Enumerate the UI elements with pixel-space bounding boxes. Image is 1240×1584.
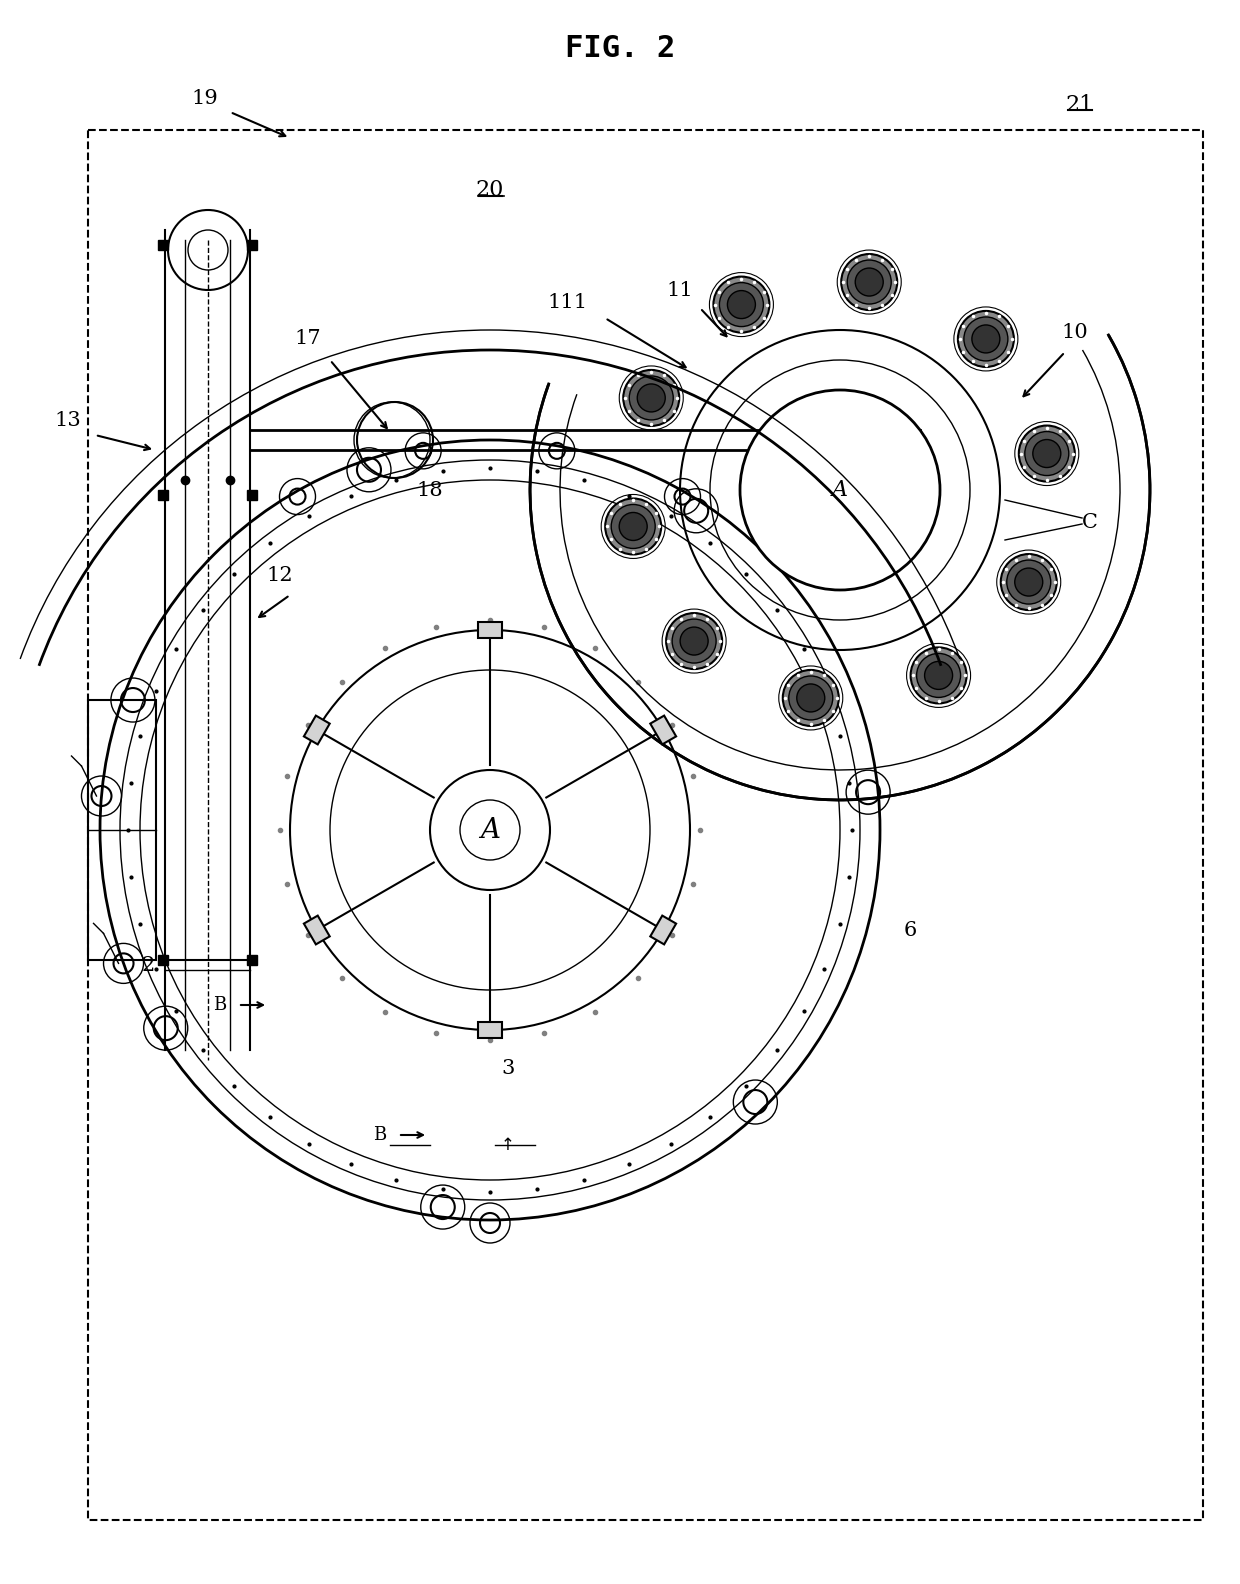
Text: 17: 17 (295, 328, 321, 347)
Circle shape (719, 282, 764, 326)
Text: 11: 11 (667, 280, 693, 299)
Circle shape (782, 670, 838, 725)
Circle shape (841, 253, 898, 310)
Circle shape (1014, 569, 1043, 596)
Text: 10: 10 (1061, 323, 1089, 342)
Text: A: A (832, 478, 848, 501)
Circle shape (611, 504, 655, 548)
Circle shape (1033, 439, 1060, 467)
Text: 6: 6 (904, 920, 916, 939)
Bar (304, 716, 330, 744)
Text: 12: 12 (267, 565, 294, 584)
Bar (88, 130, 1203, 1521)
Circle shape (789, 676, 833, 721)
Circle shape (916, 654, 961, 697)
Text: 3: 3 (501, 1058, 515, 1077)
Circle shape (605, 499, 661, 554)
Circle shape (672, 619, 717, 664)
Circle shape (619, 513, 647, 540)
Circle shape (1024, 431, 1069, 475)
Text: 111: 111 (548, 293, 588, 312)
Text: 13: 13 (55, 410, 82, 429)
Circle shape (847, 260, 892, 304)
Bar (88, 700, 156, 960)
Circle shape (972, 325, 999, 353)
Bar (477, 623, 502, 638)
Text: ↑: ↑ (501, 1136, 515, 1155)
Text: 18: 18 (417, 480, 444, 499)
Text: C: C (1083, 513, 1097, 532)
Circle shape (680, 627, 708, 656)
Bar (157, 489, 167, 501)
Text: B: B (213, 996, 227, 1014)
Circle shape (856, 268, 883, 296)
Bar (650, 916, 676, 944)
Text: B: B (373, 1126, 387, 1144)
Circle shape (629, 375, 673, 420)
Text: 19: 19 (192, 89, 218, 108)
Circle shape (1019, 426, 1075, 482)
Circle shape (624, 371, 680, 426)
Bar (477, 1022, 502, 1038)
Bar (247, 955, 257, 965)
Bar (157, 241, 167, 250)
Circle shape (713, 277, 769, 333)
Circle shape (728, 290, 755, 318)
Circle shape (637, 383, 665, 412)
Text: A: A (480, 816, 500, 844)
Text: 21: 21 (1066, 93, 1094, 116)
Text: 20: 20 (476, 179, 505, 201)
Circle shape (910, 648, 967, 703)
Bar (304, 916, 330, 944)
Circle shape (666, 613, 722, 668)
Circle shape (797, 684, 825, 711)
Circle shape (925, 662, 952, 689)
Circle shape (963, 317, 1008, 361)
Circle shape (1007, 561, 1050, 604)
Bar (247, 241, 257, 250)
Circle shape (1001, 554, 1056, 610)
Text: FIG. 2: FIG. 2 (565, 33, 675, 62)
Circle shape (740, 390, 940, 589)
Circle shape (957, 310, 1014, 367)
Bar (157, 955, 167, 965)
Bar (247, 489, 257, 501)
Text: 2: 2 (141, 955, 155, 974)
Bar (650, 716, 676, 744)
